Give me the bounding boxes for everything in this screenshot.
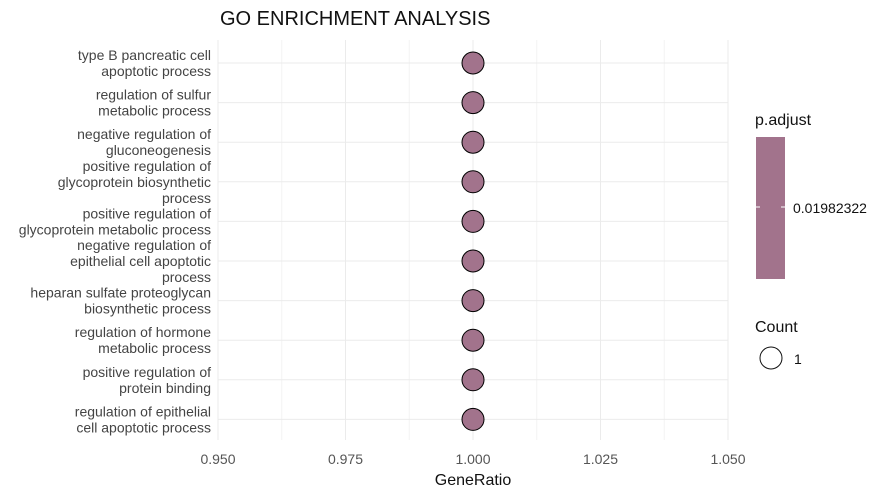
data-point — [461, 249, 485, 273]
y-tick-label-line: process — [162, 269, 211, 285]
data-point — [461, 368, 485, 392]
data-point — [461, 130, 485, 154]
y-tick-label-line: regulation of epithelial — [75, 403, 211, 419]
y-tick-label-line: epithelial cell apoptotic — [70, 253, 211, 269]
legend-color-bar — [756, 137, 785, 279]
data-point — [461, 170, 485, 194]
y-tick-label-line: regulation of sulfur — [96, 87, 212, 103]
legend-color-label: 0.01982322 — [793, 200, 867, 216]
legend: p.adjust 0.01982322 Count 1 — [755, 112, 867, 370]
y-tick-label-line: apoptotic process — [101, 63, 211, 79]
legend-size-label: 1 — [794, 351, 802, 367]
y-tick-label-line: positive regulation of — [83, 364, 212, 380]
y-tick-label-line: glycoprotein metabolic process — [19, 221, 211, 237]
x-tick-label: 1.025 — [583, 451, 618, 467]
y-tick-label-line: gluconeogenesis — [106, 142, 211, 158]
y-tick-label-line: protein binding — [119, 380, 211, 396]
data-points — [461, 51, 485, 431]
y-tick-label-line: metabolic process — [98, 340, 211, 356]
y-tick-label-line: type B pancreatic cell — [78, 47, 211, 63]
y-tick-label-line: regulation of hormone — [75, 324, 211, 340]
y-tick-label-line: negative regulation of — [77, 237, 211, 253]
y-tick-label: heparan sulfate proteoglycanbiosynthetic… — [30, 285, 211, 317]
y-tick-label-line: biosynthetic process — [84, 301, 211, 317]
y-tick-label-line: metabolic process — [98, 103, 211, 119]
chart-title: GO ENRICHMENT ANALYSIS — [220, 8, 490, 30]
legend-size-title: Count — [755, 319, 798, 336]
y-tick-label-line: positive regulation of — [83, 158, 212, 174]
data-point — [461, 209, 485, 233]
y-tick-label-line: glycoprotein biosynthetic — [58, 174, 211, 190]
data-point — [461, 328, 485, 352]
legend-color-title: p.adjust — [755, 112, 812, 129]
y-tick-label-line: positive regulation of — [83, 205, 212, 221]
x-axis-ticks: 0.950 0.975 1.000 1.025 1.050 — [200, 451, 745, 467]
data-point — [461, 91, 485, 115]
x-tick-label: 0.950 — [200, 451, 235, 467]
x-tick-label: 1.000 — [455, 451, 490, 467]
x-tick-label: 0.975 — [328, 451, 363, 467]
y-tick-label-line: cell apoptotic process — [76, 419, 211, 435]
y-tick-label-line: heparan sulfate proteoglycan — [30, 285, 211, 301]
x-axis-title: GeneRatio — [435, 472, 512, 489]
y-tick-label-line: negative regulation of — [77, 126, 211, 142]
data-point — [461, 51, 485, 75]
legend-size-key — [759, 346, 783, 370]
data-point — [461, 289, 485, 313]
data-point — [461, 407, 485, 431]
x-tick-label: 1.050 — [710, 451, 745, 467]
y-tick-label-line: process — [162, 190, 211, 206]
